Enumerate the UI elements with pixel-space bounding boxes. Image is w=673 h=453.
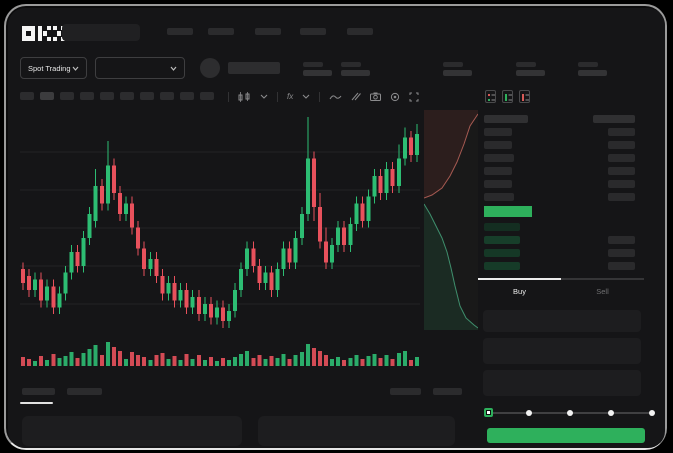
order-book-row[interactable] — [476, 190, 644, 203]
book-combined-view-icon[interactable] — [485, 90, 496, 103]
chevron-down-icon[interactable] — [260, 94, 268, 99]
orderbook-view-toggles — [485, 90, 530, 103]
ticker-stat — [341, 62, 370, 76]
timeframe-button[interactable] — [140, 92, 154, 100]
order-book-row[interactable] — [476, 177, 644, 190]
timeframe-button[interactable] — [100, 92, 114, 100]
ticker-stat — [443, 62, 472, 76]
total-input[interactable] — [483, 370, 641, 396]
timeframe-button[interactable] — [80, 92, 94, 100]
nav-item-placeholder[interactable] — [208, 28, 234, 35]
asks-list[interactable] — [476, 125, 644, 203]
ticker-stat — [578, 62, 607, 76]
history-panel-placeholder — [258, 416, 455, 446]
fullscreen-icon[interactable] — [409, 92, 419, 102]
tab-indicator — [478, 278, 644, 280]
chevron-down-icon[interactable] — [302, 94, 310, 99]
okx-logo — [22, 26, 65, 41]
ticker-stat — [303, 62, 332, 76]
volume-bars — [21, 342, 419, 366]
order-book-row[interactable] — [476, 246, 644, 259]
timeframe-button[interactable] — [200, 92, 214, 100]
indicators-icon[interactable]: fx — [287, 92, 294, 101]
bottom-tab[interactable] — [67, 388, 102, 395]
pair-name-placeholder — [228, 62, 280, 74]
book-bids-view-icon[interactable] — [502, 90, 513, 103]
orders-panel-placeholder — [22, 416, 242, 446]
divider — [277, 91, 278, 102]
order-book-row[interactable] — [476, 220, 644, 233]
timeframe-button[interactable] — [40, 92, 54, 100]
nav-item-placeholder[interactable] — [167, 28, 193, 35]
nav-item-placeholder[interactable] — [300, 28, 326, 35]
tab-sell[interactable]: Sell — [596, 286, 609, 296]
order-book-row[interactable] — [476, 233, 644, 246]
bottom-tab-underline — [20, 402, 53, 404]
price-input[interactable] — [483, 310, 641, 332]
amount-slider[interactable] — [480, 406, 658, 420]
amount-input[interactable] — [483, 338, 641, 364]
camera-icon[interactable] — [370, 92, 382, 101]
order-book-row[interactable] — [476, 138, 644, 151]
draw-tools-icon[interactable] — [351, 92, 362, 101]
chart-toolbar: fx — [228, 90, 419, 103]
book-asks-view-icon[interactable] — [519, 90, 530, 103]
bids-list[interactable] — [476, 220, 644, 272]
timeframe-button[interactable] — [120, 92, 134, 100]
timeframe-button[interactable] — [160, 92, 174, 100]
chevron-down-icon — [170, 66, 177, 71]
slider-stop[interactable] — [649, 410, 655, 416]
divider — [319, 91, 321, 102]
slider-stop[interactable] — [526, 410, 532, 416]
order-book-row[interactable] — [476, 125, 644, 138]
nav-item-placeholder[interactable] — [255, 28, 281, 35]
timeframe-button[interactable] — [20, 92, 34, 100]
pair-select[interactable] — [95, 57, 185, 79]
bottom-action-placeholder[interactable] — [433, 388, 462, 395]
nav-item-placeholder[interactable] — [347, 28, 373, 35]
buy-submit-button[interactable] — [487, 428, 645, 443]
search-input[interactable] — [62, 24, 140, 41]
line-chart-icon[interactable] — [329, 93, 342, 101]
chevron-down-icon — [72, 66, 79, 71]
market-type-select[interactable]: Spot Trading — [20, 57, 87, 79]
order-book-header — [476, 112, 644, 125]
ticker-stat — [516, 62, 545, 76]
last-price-badge — [484, 206, 532, 217]
bottom-action-placeholder[interactable] — [390, 388, 421, 395]
order-book-row[interactable] — [476, 164, 644, 177]
trade-tabs: Buy Sell — [478, 278, 644, 302]
slider-handle[interactable] — [484, 408, 493, 417]
order-book-row[interactable] — [476, 259, 644, 272]
timeframe-button[interactable] — [180, 92, 194, 100]
coin-avatar — [200, 58, 220, 78]
divider — [228, 91, 229, 102]
order-book — [476, 104, 644, 272]
slider-stop[interactable] — [567, 410, 573, 416]
timeframe-button[interactable] — [60, 92, 74, 100]
order-book-row[interactable] — [476, 151, 644, 164]
settings-gear-icon[interactable] — [390, 92, 400, 102]
timeframe-buttons — [20, 92, 214, 101]
app-window: Spot Trading fx — [8, 8, 665, 448]
depth-chart — [424, 110, 478, 330]
market-type-label: Spot Trading — [28, 63, 71, 73]
chart-type-icon[interactable] — [238, 91, 251, 102]
slider-stop[interactable] — [608, 410, 614, 416]
tab-buy[interactable]: Buy — [513, 286, 526, 296]
last-price-row[interactable] — [476, 203, 644, 220]
candlestick-chart[interactable] — [20, 110, 420, 335]
bottom-tab-active[interactable] — [22, 388, 55, 395]
